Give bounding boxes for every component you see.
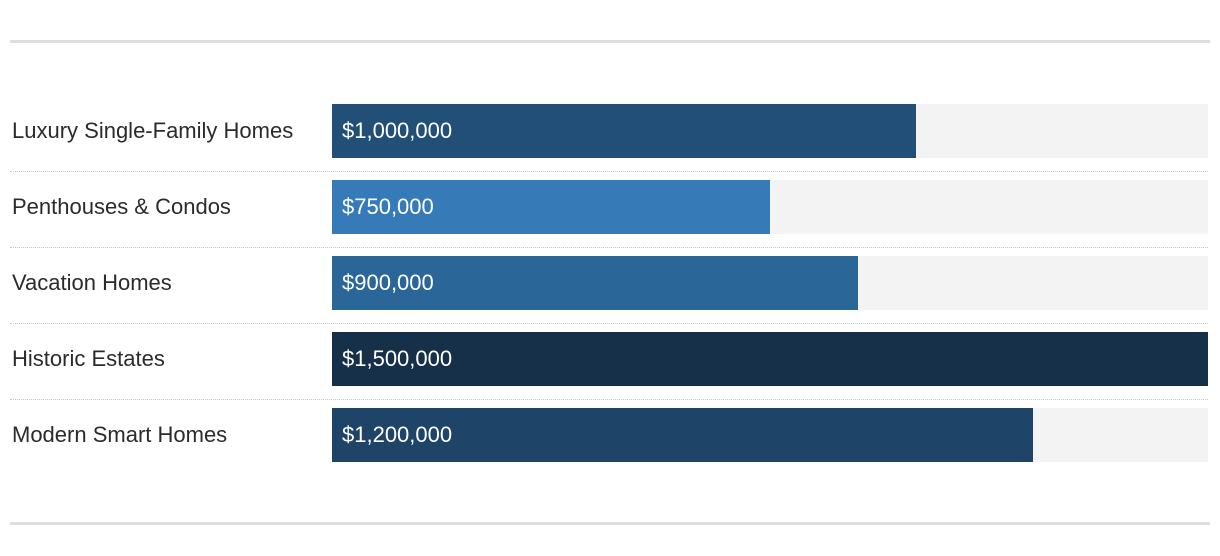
bar-value-label: $900,000 <box>342 270 434 295</box>
bar <box>332 180 770 234</box>
chart-row: Modern Smart Homes $1,200,000 <box>0 400 1220 476</box>
row-separator <box>10 247 1208 248</box>
row-separator <box>10 399 1208 400</box>
row-separator <box>10 171 1208 172</box>
bar-track: $1,000,000 <box>332 104 1208 158</box>
bar <box>332 104 916 158</box>
bar-value-label: $1,000,000 <box>342 118 453 143</box>
bar-value-label: $1,200,000 <box>342 422 453 447</box>
category-label: Luxury Single-Family Homes <box>12 118 294 143</box>
top-divider <box>10 40 1210 43</box>
category-label: Modern Smart Homes <box>12 422 228 447</box>
chart-row: Historic Estates $1,500,000 <box>0 324 1220 400</box>
category-label: Historic Estates <box>12 346 165 371</box>
chart-row: Luxury Single-Family Homes $1,000,000 <box>0 96 1220 172</box>
chart-row: Penthouses & Condos $750,000 <box>0 172 1220 248</box>
bar-track: $900,000 <box>332 256 1208 310</box>
bar-track: $750,000 <box>332 180 1208 234</box>
bar <box>332 332 1208 386</box>
category-label: Vacation Homes <box>12 270 172 295</box>
bar <box>332 408 1033 462</box>
bar-value-label: $750,000 <box>342 194 434 219</box>
bar-value-label: $1,500,000 <box>342 346 453 371</box>
bottom-divider <box>10 522 1210 525</box>
bar <box>332 256 858 310</box>
category-label: Penthouses & Condos <box>12 194 231 219</box>
row-separator <box>10 323 1208 324</box>
bar-track: $1,200,000 <box>332 408 1208 462</box>
bar-track: $1,500,000 <box>332 332 1208 386</box>
chart-row: Vacation Homes $900,000 <box>0 248 1220 324</box>
horizontal-bar-chart: Luxury Single-Family Homes $1,000,000 Pent… <box>0 96 1220 476</box>
